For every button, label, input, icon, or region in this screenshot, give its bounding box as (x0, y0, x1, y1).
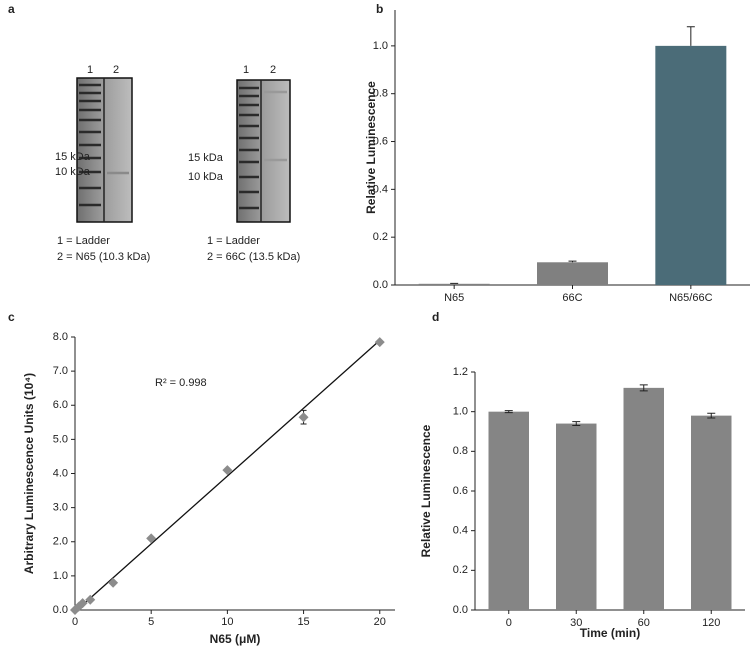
lane-label: 1 (243, 64, 249, 76)
x-axis-label: N65 (μM) (210, 632, 261, 646)
x-tick-label: 10 (221, 616, 233, 628)
gel-legend: 2 = N65 (10.3 kDa) (57, 251, 150, 263)
error-bar (686, 26, 695, 46)
point (108, 577, 119, 588)
x-tick-label: 66C (562, 292, 582, 304)
bar (537, 262, 608, 285)
y-tick-label: 0.0 (373, 279, 388, 291)
y-tick-label: 0.2 (373, 231, 388, 243)
point (298, 412, 309, 423)
gel-legend: 2 = 66C (13.5 kDa) (207, 251, 300, 263)
point (374, 337, 385, 348)
y-tick-label: 3.0 (53, 502, 68, 514)
y-axis-label: Arbitrary Luminescence Units (10⁴) (22, 373, 36, 574)
error-bar (568, 260, 577, 263)
y-tick-label: 0.8 (453, 445, 468, 457)
point (85, 594, 96, 605)
y-tick-label: 0.6 (453, 485, 468, 497)
lane-label: 2 (113, 64, 119, 76)
x-tick-label: 0 (506, 617, 512, 629)
y-tick-label: 1.0 (53, 570, 68, 582)
y-axis-label: Relative Luminescence (364, 81, 378, 214)
x-tick-label: 20 (374, 616, 386, 628)
error-bar (707, 412, 716, 419)
y-tick-label: 0.4 (373, 183, 388, 195)
lane-label: 2 (270, 64, 276, 76)
y-tick-label: 0.0 (53, 604, 68, 616)
x-tick-label: 30 (570, 617, 582, 629)
x-tick-label: N65/66C (669, 292, 712, 304)
annotation: R² = 0.998 (155, 377, 207, 389)
x-tick-label: 0 (72, 616, 78, 628)
bar (623, 387, 664, 610)
y-tick-label: 0.2 (453, 564, 468, 576)
x-tick-label: 15 (297, 616, 309, 628)
y-tick-label: 1.2 (453, 366, 468, 378)
panel-label: d (432, 310, 439, 324)
gel (236, 79, 291, 223)
y-tick-label: 2.0 (53, 536, 68, 548)
y-tick-label: 0.4 (453, 525, 468, 537)
x-tick-label: N65 (444, 292, 464, 304)
bar (418, 283, 490, 285)
error-bar (504, 410, 513, 414)
y-axis-label: Relative Luminescence (419, 424, 433, 557)
lane-label: 1 (87, 64, 93, 76)
y-tick-label: 7.0 (53, 365, 68, 377)
error-bar (572, 421, 581, 427)
panel-label: b (376, 2, 383, 16)
point (77, 598, 88, 609)
y-tick-label: 8.0 (53, 331, 68, 343)
x-tick-label: 60 (638, 617, 650, 629)
y-tick-label: 0.0 (453, 604, 468, 616)
marker-label: 15 kDa (55, 151, 91, 163)
gel (76, 77, 133, 223)
x-tick-label: 5 (148, 616, 154, 628)
panel-label: a (8, 2, 15, 16)
marker-label: 10 kDa (55, 166, 91, 178)
y-tick-label: 1.0 (453, 406, 468, 418)
fit-line (74, 339, 381, 613)
y-tick-label: 6.0 (53, 399, 68, 411)
point (222, 465, 233, 476)
bar (556, 423, 597, 610)
point (146, 533, 157, 544)
error-bar (639, 384, 648, 392)
y-tick-label: 4.0 (53, 467, 68, 479)
x-axis-label: Time (min) (580, 626, 640, 640)
panel-label: c (8, 310, 15, 324)
x-tick-label: 120 (702, 617, 720, 629)
bar (655, 45, 727, 285)
y-tick-label: 1.0 (373, 40, 388, 52)
gel-legend: 1 = Ladder (57, 235, 110, 247)
bar (488, 411, 529, 610)
y-tick-label: 0.6 (373, 135, 388, 147)
y-tick-label: 5.0 (53, 433, 68, 445)
gel-legend: 1 = Ladder (207, 235, 260, 247)
y-tick-label: 0.8 (373, 88, 388, 100)
bar (691, 415, 732, 610)
marker-label: 15 kDa (188, 152, 224, 164)
marker-label: 10 kDa (188, 171, 224, 183)
